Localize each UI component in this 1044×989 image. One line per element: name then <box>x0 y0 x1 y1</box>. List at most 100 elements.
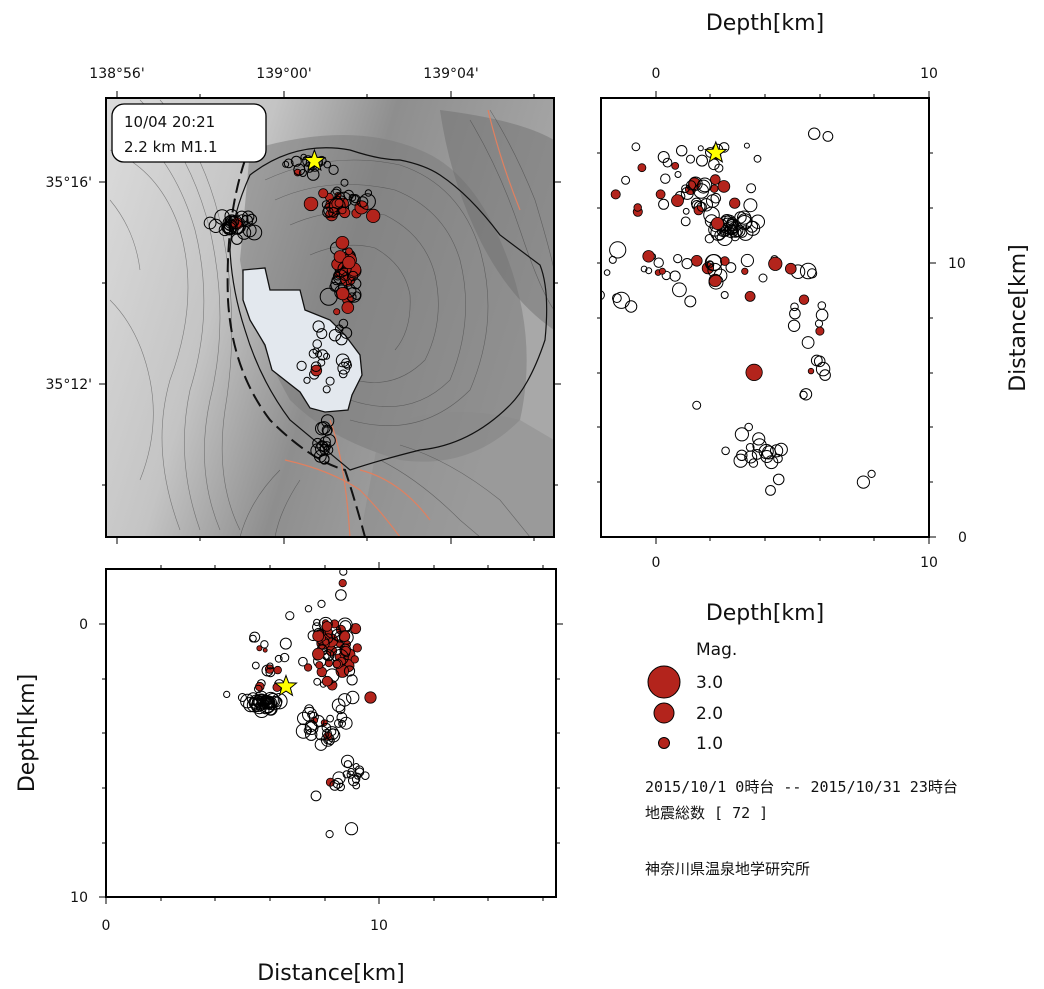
earthquake-marker <box>340 178 349 187</box>
earthquake-marker <box>324 726 339 741</box>
earthquake-marker <box>662 157 673 168</box>
earthquake-marker <box>737 225 754 241</box>
earthquake-marker <box>264 702 278 716</box>
earthquake-marker <box>789 307 801 320</box>
earthquake-marker <box>784 262 797 275</box>
earthquake-marker <box>364 691 377 704</box>
info-block: 2015/10/1 0時台 -- 2015/10/31 23時台 地震総数 [ … <box>645 778 958 878</box>
earthquake-marker <box>262 647 268 653</box>
earthquake-marker <box>326 728 341 743</box>
earthquake-marker <box>304 605 313 613</box>
earthquake-marker <box>676 145 688 157</box>
earthquake-marker <box>333 250 347 263</box>
earthquake-marker <box>761 445 776 460</box>
earthquake-marker <box>318 188 329 199</box>
earthquake-marker <box>231 233 243 245</box>
earthquake-marker <box>744 450 758 464</box>
earthquake-marker <box>612 293 622 304</box>
ew-mainshock <box>274 674 298 697</box>
earthquake-marker <box>645 267 653 275</box>
earthquake-marker <box>351 195 360 204</box>
period-text: 2015/10/1 0時台 -- 2015/10/31 23時台 <box>645 778 958 796</box>
earthquake-marker <box>631 142 641 152</box>
earthquake-marker <box>334 198 344 208</box>
ew-x-axis-title: Distance[km] <box>257 961 405 986</box>
earthquake-marker <box>331 698 346 713</box>
earthquake-marker <box>253 684 263 694</box>
earthquake-marker <box>706 194 720 208</box>
earthquake-marker <box>658 198 670 210</box>
earthquake-marker <box>347 270 359 282</box>
cross-section-ew-panel: 0 10 Distance[km] 0 10 Depth[km] <box>15 562 563 986</box>
earthquake-marker <box>312 715 325 727</box>
earthquake-marker <box>310 361 322 373</box>
ew-y-tick-label: 0 <box>79 617 88 633</box>
fault-line-south-3 <box>359 469 431 521</box>
earthquake-marker <box>660 173 671 184</box>
ew-ticks <box>99 562 563 904</box>
earthquake-marker <box>338 630 351 642</box>
earthquake-marker <box>744 422 754 432</box>
earthquake-marker <box>711 216 725 230</box>
earthquake-marker <box>312 320 325 333</box>
earthquake-marker <box>751 449 763 460</box>
earthquake-marker <box>338 369 348 379</box>
earthquake-marker <box>807 367 815 375</box>
earthquake-marker <box>753 154 762 163</box>
earthquake-marker <box>345 247 353 256</box>
earthquake-marker <box>321 200 331 209</box>
earthquake-marker <box>246 224 263 241</box>
earthquake-marker <box>307 710 316 719</box>
earthquake-marker <box>321 722 332 733</box>
earthquake-marker <box>279 637 292 650</box>
earthquake-marker <box>686 154 695 164</box>
earthquake-marker <box>344 822 359 836</box>
earthquake-marker <box>293 163 306 176</box>
earthquake-marker <box>336 782 346 792</box>
contour-lines <box>109 99 554 537</box>
annotation-depth-mag: 2.2 km M1.1 <box>124 138 218 156</box>
ew-x-tick-label: 10 <box>370 918 388 934</box>
legend-label-mag1: 1.0 <box>696 734 723 754</box>
earthquake-marker <box>696 154 708 167</box>
earthquake-marker <box>718 142 730 153</box>
lon-tick-label: 139°04' <box>423 66 478 82</box>
earthquake-marker <box>317 599 326 609</box>
earthquake-marker <box>335 589 347 601</box>
earthquake-marker <box>671 161 680 170</box>
earthquake-marker <box>329 780 341 791</box>
earthquake-marker <box>246 692 260 706</box>
earthquake-marker <box>714 163 724 173</box>
earthquake-marker <box>223 221 237 235</box>
ns-mainshock <box>703 140 728 163</box>
ew-quakes <box>223 569 377 839</box>
earthquake-marker <box>674 171 682 178</box>
magnitude-legend: Mag. 3.0 2.0 1.0 <box>647 640 737 754</box>
earthquake-marker <box>736 449 748 461</box>
earthquake-marker <box>342 255 356 270</box>
earthquake-marker <box>314 725 330 741</box>
earthquake-marker <box>696 201 707 212</box>
earthquake-marker <box>603 269 611 276</box>
earthquake-marker <box>808 127 821 140</box>
earthquake-marker <box>822 131 834 142</box>
earthquake-marker <box>308 348 319 359</box>
earthquake-marker <box>710 192 722 204</box>
earthquake-marker <box>319 436 331 448</box>
earthquake-marker <box>316 328 328 340</box>
ns-right-tick-label: 10 <box>948 256 966 272</box>
earthquake-marker <box>799 390 808 400</box>
ns-ticks <box>597 91 936 544</box>
earthquake-marker <box>743 142 750 149</box>
earthquake-marker <box>310 364 323 377</box>
earthquake-marker <box>624 300 638 313</box>
earthquake-marker <box>325 830 334 839</box>
earthquake-marker <box>323 352 331 360</box>
earthquake-marker <box>745 363 763 381</box>
earthquake-marker <box>315 350 323 358</box>
earthquake-marker <box>303 196 319 212</box>
terrain-ridge-southeast <box>360 412 554 537</box>
earthquake-marker <box>817 301 827 310</box>
earthquake-marker <box>640 265 648 273</box>
earthquake-marker <box>819 369 831 381</box>
